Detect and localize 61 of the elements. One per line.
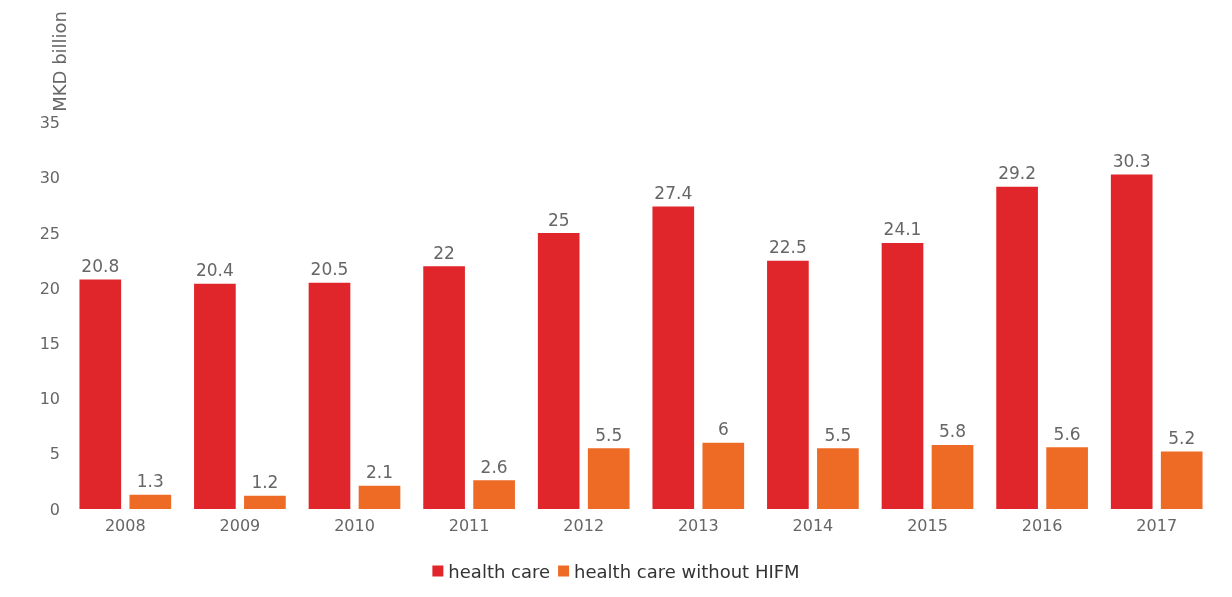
x-tick-label: 2011 [448,515,490,535]
data-label: 5.8 [938,421,967,442]
bar [473,480,515,509]
data-label: 5.5 [595,424,623,445]
data-label: 29.2 [998,163,1037,184]
data-label: 27.4 [654,183,693,204]
y-tick-label: 25 [39,223,60,243]
bar [1046,447,1088,509]
y-tick-label: 15 [39,333,60,353]
bar [308,282,351,509]
bar [423,266,465,509]
y-tick-label: 20 [39,278,60,298]
bar [817,448,859,509]
y-tick-label: 35 [39,113,60,133]
legend-label: health care [448,560,551,582]
x-tick-label: 2012 [563,515,605,535]
data-label: 2.1 [365,462,394,483]
bar [702,442,745,509]
x-tick-label: 2017 [1136,515,1178,535]
x-tick-label: 2010 [334,515,375,535]
bar [587,448,630,509]
data-label: 6 [717,419,729,440]
bar [244,495,286,509]
bar [358,485,401,509]
bar [537,233,580,509]
y-tick-label: 10 [39,389,60,409]
bar [1160,451,1203,509]
y-axis-title: MKD billion [48,11,70,112]
x-tick-label: 2013 [677,515,719,535]
data-label: 1.2 [251,472,279,493]
bar [767,260,809,509]
x-tick-label: 2008 [104,515,146,535]
data-label: 30.3 [1112,151,1151,172]
bar [931,444,974,509]
y-tick-label: 30 [39,168,60,188]
bar [652,206,695,509]
bar [194,283,236,509]
y-tick-label: 0 [49,499,60,519]
data-label: 20.8 [81,255,120,276]
data-label: 1.3 [136,471,164,492]
data-label: 25 [547,209,570,230]
x-tick-label: 2009 [219,515,261,535]
bar [881,242,924,509]
data-label: 5.2 [1168,428,1196,449]
legend-label: health care without HIFM [574,560,800,582]
y-tick-label: 5 [49,444,60,464]
data-label: 5.5 [824,424,852,445]
x-tick-label: 2016 [1021,515,1063,535]
bar [996,186,1038,509]
data-label: 5.6 [1053,423,1081,444]
x-tick-label: 2015 [907,515,948,535]
data-label: 22 [433,242,455,263]
data-label: 2.6 [480,456,508,477]
data-label: 22.5 [768,237,807,258]
data-label: 24.1 [883,219,922,240]
bar [1110,174,1153,509]
x-tick-label: 2014 [792,515,834,535]
bar [129,494,172,509]
data-label: 20.5 [310,259,349,280]
data-label: 20.4 [195,260,234,281]
bar [79,279,122,509]
